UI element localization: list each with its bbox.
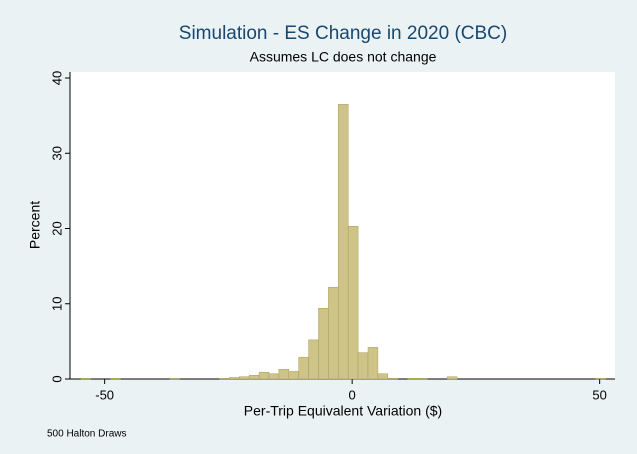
chart-subtitle: Assumes LC does not change [250,49,437,65]
bar [446,376,458,380]
bar [169,377,181,380]
bar [229,377,240,380]
bar [338,104,349,380]
bar [248,374,260,380]
chart-title: Simulation - ES Change in 2020 (CBC) [179,23,507,44]
y-tick-label: 30 [49,146,64,160]
bar [417,377,428,380]
bar [219,377,230,380]
x-tick-label: -50 [95,387,114,402]
bar [387,377,398,380]
bar [357,352,369,380]
y-tick-label: 10 [49,297,64,311]
y-tick-label: 20 [49,221,64,235]
bar [377,373,389,380]
bar [595,377,606,380]
bar [258,371,270,380]
bar [318,308,329,380]
bar [367,347,379,380]
x-axis-title: Per-Trip Equivalent Variation ($) [244,403,442,419]
bar [288,371,299,380]
bar [308,339,319,380]
x-tick-label: 50 [592,387,606,402]
y-axis-title: Percent [27,201,43,249]
x-tick-label: 0 [349,387,356,402]
y-tick-label: 0 [49,375,64,382]
bar [268,373,280,380]
bar [239,376,250,380]
bar [298,356,309,380]
bar [328,286,339,380]
bar [278,368,290,380]
bar [80,377,92,380]
bar [407,377,418,380]
y-tick-label: 40 [49,71,64,85]
note: 500 Halton Draws [47,429,126,440]
bar [110,377,121,380]
bar [347,226,359,380]
